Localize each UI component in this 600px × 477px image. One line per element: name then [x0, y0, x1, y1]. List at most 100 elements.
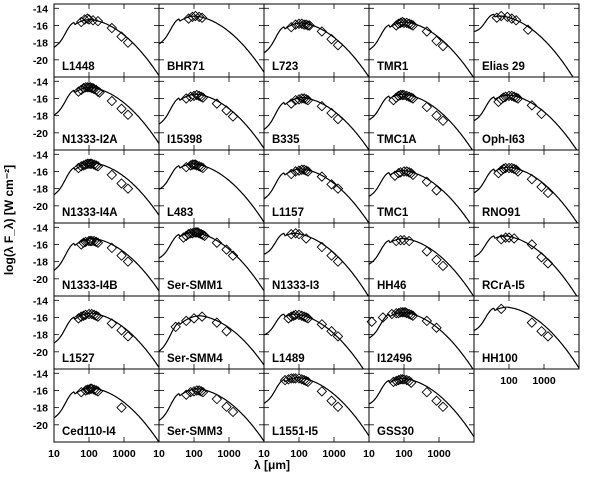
- data-point: [395, 234, 406, 246]
- data-point: [116, 250, 127, 261]
- data-point: [536, 252, 547, 263]
- panel-label: Ced110-I4: [62, 426, 116, 438]
- data-point: [106, 22, 118, 34]
- model-curve: [264, 168, 369, 223]
- panel-label: L723: [272, 61, 298, 73]
- data-point: [187, 159, 198, 170]
- data-point: [180, 93, 192, 104]
- data-point: [78, 310, 89, 321]
- data-point: [285, 21, 297, 33]
- data-point: [300, 94, 312, 105]
- sed-panel: N1333-I4A -14 -16 -18 -20: [33, 149, 160, 224]
- data-point: [279, 374, 291, 386]
- sed-panel: N1333-I4B -14 -16 -18 -20: [33, 222, 160, 297]
- data-point: [526, 317, 538, 328]
- data-point: [293, 309, 305, 321]
- data-point: [122, 109, 134, 121]
- x-tick-label: 100: [395, 448, 413, 460]
- data-point: [500, 232, 511, 243]
- sed-panel: L1157: [263, 149, 370, 224]
- data-point: [80, 159, 91, 170]
- data-point: [195, 228, 207, 240]
- sed-panel: TMC1: [368, 149, 475, 224]
- y-tick-label: -14: [33, 368, 48, 380]
- data-point: [536, 108, 547, 120]
- data-point: [437, 260, 449, 272]
- data-point: [421, 26, 433, 37]
- sed-panel: N1333-I2A -14 -16 -18 -20: [33, 76, 160, 151]
- model-curve: [159, 388, 264, 442]
- data-point: [285, 168, 297, 180]
- data-point: [300, 312, 312, 323]
- model-curve: [264, 232, 369, 296]
- data-point: [542, 331, 554, 342]
- data-point: [290, 228, 301, 239]
- data-point: [92, 15, 104, 27]
- data-point: [82, 13, 93, 24]
- data-point: [316, 319, 328, 330]
- sed-panel: Ced110-I4 -14 -16 -18 -20 10 100 1000: [33, 368, 160, 460]
- panel-label: L1448: [62, 61, 95, 73]
- data-point: [92, 161, 104, 172]
- y-tick-label: -20: [33, 274, 48, 286]
- data-point: [83, 14, 95, 25]
- data-point: [288, 373, 299, 384]
- model-curve: [159, 315, 264, 366]
- data-point: [290, 19, 301, 30]
- data-point: [285, 373, 297, 384]
- sed-panel: RNO91: [473, 149, 580, 224]
- data-point: [116, 325, 127, 336]
- data-point: [92, 237, 104, 248]
- data-point: [285, 98, 297, 109]
- data-point: [196, 12, 208, 23]
- sed-panel: L1527 -14 -16 -18 -20: [33, 295, 160, 370]
- model-curve: [474, 166, 579, 223]
- data-point: [536, 325, 547, 337]
- data-point: [542, 187, 554, 199]
- data-point: [316, 241, 328, 253]
- data-point: [197, 229, 209, 241]
- data-point: [293, 228, 305, 240]
- panel-label: N1333-I4A: [62, 207, 118, 219]
- data-point: [193, 11, 205, 23]
- data-point: [332, 256, 344, 267]
- data-point: [403, 235, 415, 247]
- x-tick-label: 100: [500, 375, 518, 387]
- data-point: [390, 307, 402, 319]
- panel-label: GSS30: [377, 426, 414, 438]
- sed-panel: BHR71: [158, 3, 265, 78]
- data-point: [437, 40, 449, 52]
- model-curve: [54, 18, 159, 76]
- data-point: [421, 315, 433, 327]
- data-point: [526, 100, 538, 111]
- panel-label: L1527: [62, 353, 95, 365]
- data-point: [407, 310, 419, 321]
- data-point: [80, 236, 91, 248]
- data-point: [405, 309, 417, 321]
- data-point: [90, 385, 102, 396]
- data-point: [188, 386, 200, 397]
- data-point: [390, 235, 402, 247]
- data-point: [397, 307, 408, 318]
- y-tick-label: -20: [33, 55, 48, 67]
- y-tick-label: -14: [33, 76, 48, 88]
- data-point: [366, 316, 378, 328]
- sed-panel: HH46: [368, 222, 475, 297]
- y-tick-label: -14: [33, 3, 48, 15]
- data-point: [221, 244, 232, 255]
- data-point: [190, 10, 201, 22]
- data-point: [211, 98, 223, 109]
- data-point: [90, 160, 102, 171]
- x-tick-label: 1000: [112, 448, 136, 460]
- sed-panel: Oph-I63: [473, 76, 580, 151]
- y-tick-label: -18: [33, 111, 48, 123]
- data-point: [421, 101, 433, 113]
- data-point: [407, 169, 419, 181]
- data-point: [393, 167, 404, 179]
- model-curve: [264, 22, 369, 77]
- data-point: [512, 93, 524, 104]
- model-curve: [54, 387, 159, 442]
- x-tick-label: 10: [48, 448, 60, 460]
- sed-panel: I15398: [158, 76, 265, 151]
